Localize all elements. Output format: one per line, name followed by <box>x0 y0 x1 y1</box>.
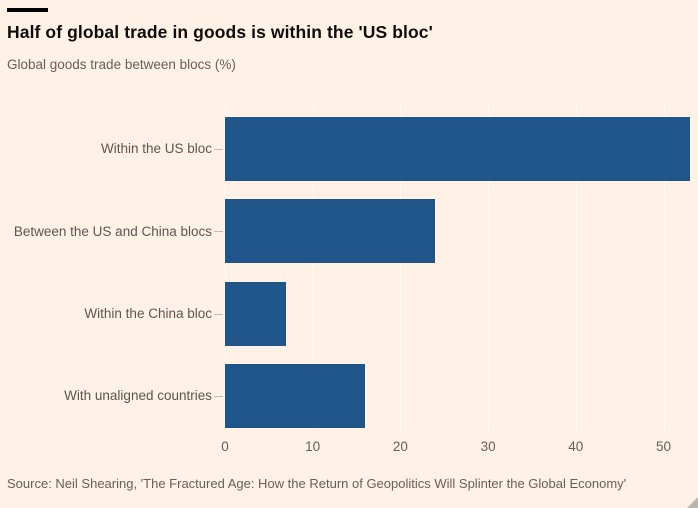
resize-grip-handle[interactable] <box>687 497 698 508</box>
gridline-x-50 <box>663 106 665 430</box>
category-tick-mark <box>214 149 223 150</box>
category-label: Within the China bloc <box>84 305 212 321</box>
bar-1 <box>225 117 690 181</box>
category-tick-mark <box>214 396 223 397</box>
category-label: Within the US bloc <box>100 141 212 157</box>
bar-3 <box>225 281 287 346</box>
gridline-x-10 <box>312 106 314 430</box>
source-note: Source: Neil Shearing, 'The Fractured Ag… <box>7 476 627 491</box>
chart-subtitle: Global goods trade between blocs (%) <box>7 57 236 72</box>
x-axis-tick-label: 50 <box>655 439 672 454</box>
category-label: Between the US and China blocs <box>13 223 212 239</box>
x-axis-tick-label: 20 <box>392 439 408 454</box>
gridline-x-0 <box>225 106 226 430</box>
gridline-x-40 <box>575 106 577 430</box>
gridline-x-30 <box>488 106 490 430</box>
x-axis-tick-label: 30 <box>480 439 496 454</box>
bar-2 <box>225 199 436 264</box>
bar-4 <box>225 363 366 428</box>
gridline-x-20 <box>400 106 402 430</box>
x-axis-tick-label: 0 <box>221 439 229 454</box>
category-label: With unaligned countries <box>64 388 212 404</box>
category-tick-mark <box>214 314 223 315</box>
x-axis-tick-label: 40 <box>568 439 584 454</box>
kicker-bar <box>7 8 48 12</box>
chart-title: Half of global trade in goods is within … <box>7 22 433 42</box>
category-tick-mark <box>214 231 223 232</box>
x-axis-tick-label: 10 <box>305 439 321 454</box>
